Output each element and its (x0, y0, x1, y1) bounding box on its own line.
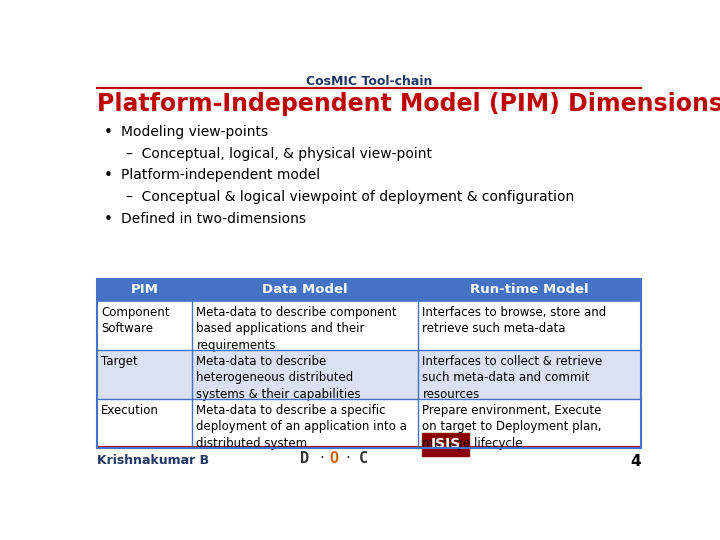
Text: 4: 4 (631, 454, 642, 469)
Text: PIM: PIM (130, 284, 158, 296)
Text: ·: · (346, 451, 350, 467)
Text: Execution: Execution (101, 404, 159, 417)
Text: Meta-data to describe
heterogeneous distributed
systems & their capabilities: Meta-data to describe heterogeneous dist… (197, 355, 361, 401)
Text: –  Conceptual & logical viewpoint of deployment & configuration: – Conceptual & logical viewpoint of depl… (126, 190, 575, 204)
Text: •: • (104, 125, 113, 140)
Text: Meta-data to describe a specific
deployment of an application into a
distributed: Meta-data to describe a specific deploym… (197, 404, 408, 450)
Text: D: D (300, 451, 310, 467)
Text: ISIS: ISIS (431, 437, 461, 451)
Text: Target: Target (101, 355, 138, 368)
Text: O: O (330, 451, 339, 467)
Bar (96, 279, 642, 301)
Bar (96, 279, 642, 448)
Text: •: • (104, 212, 113, 227)
Bar (422, 433, 469, 456)
Text: Interfaces to browse, store and
retrieve such meta-data: Interfaces to browse, store and retrieve… (423, 306, 607, 335)
Text: Defined in two-dimensions: Defined in two-dimensions (121, 212, 306, 226)
Text: Platform-Independent Model (PIM) Dimensions: Platform-Independent Model (PIM) Dimensi… (96, 92, 720, 116)
Bar (96, 349, 642, 399)
Text: Component
Software: Component Software (101, 306, 170, 335)
Text: Meta-data to describe component
based applications and their
requirements: Meta-data to describe component based ap… (197, 306, 397, 352)
Bar (96, 399, 642, 448)
Text: •: • (104, 168, 113, 184)
Text: Platform-independent model: Platform-independent model (121, 168, 320, 183)
Bar (96, 301, 642, 349)
Text: ·: · (319, 451, 324, 467)
Text: CosMIC Tool-chain: CosMIC Tool-chain (306, 75, 432, 88)
Text: Modeling view-points: Modeling view-points (121, 125, 268, 139)
Text: –  Conceptual, logical, & physical view-point: – Conceptual, logical, & physical view-p… (126, 147, 432, 161)
Text: Data Model: Data Model (262, 284, 348, 296)
Text: Prepare environment, Execute
on target to Deployment plan,
manage lifecycle: Prepare environment, Execute on target t… (423, 404, 602, 450)
Text: Run-time Model: Run-time Model (470, 284, 589, 296)
Text: C: C (359, 451, 368, 467)
Text: Krishnakumar B: Krishnakumar B (96, 454, 209, 467)
Text: Interfaces to collect & retrieve
such meta-data and commit
resources: Interfaces to collect & retrieve such me… (423, 355, 603, 401)
